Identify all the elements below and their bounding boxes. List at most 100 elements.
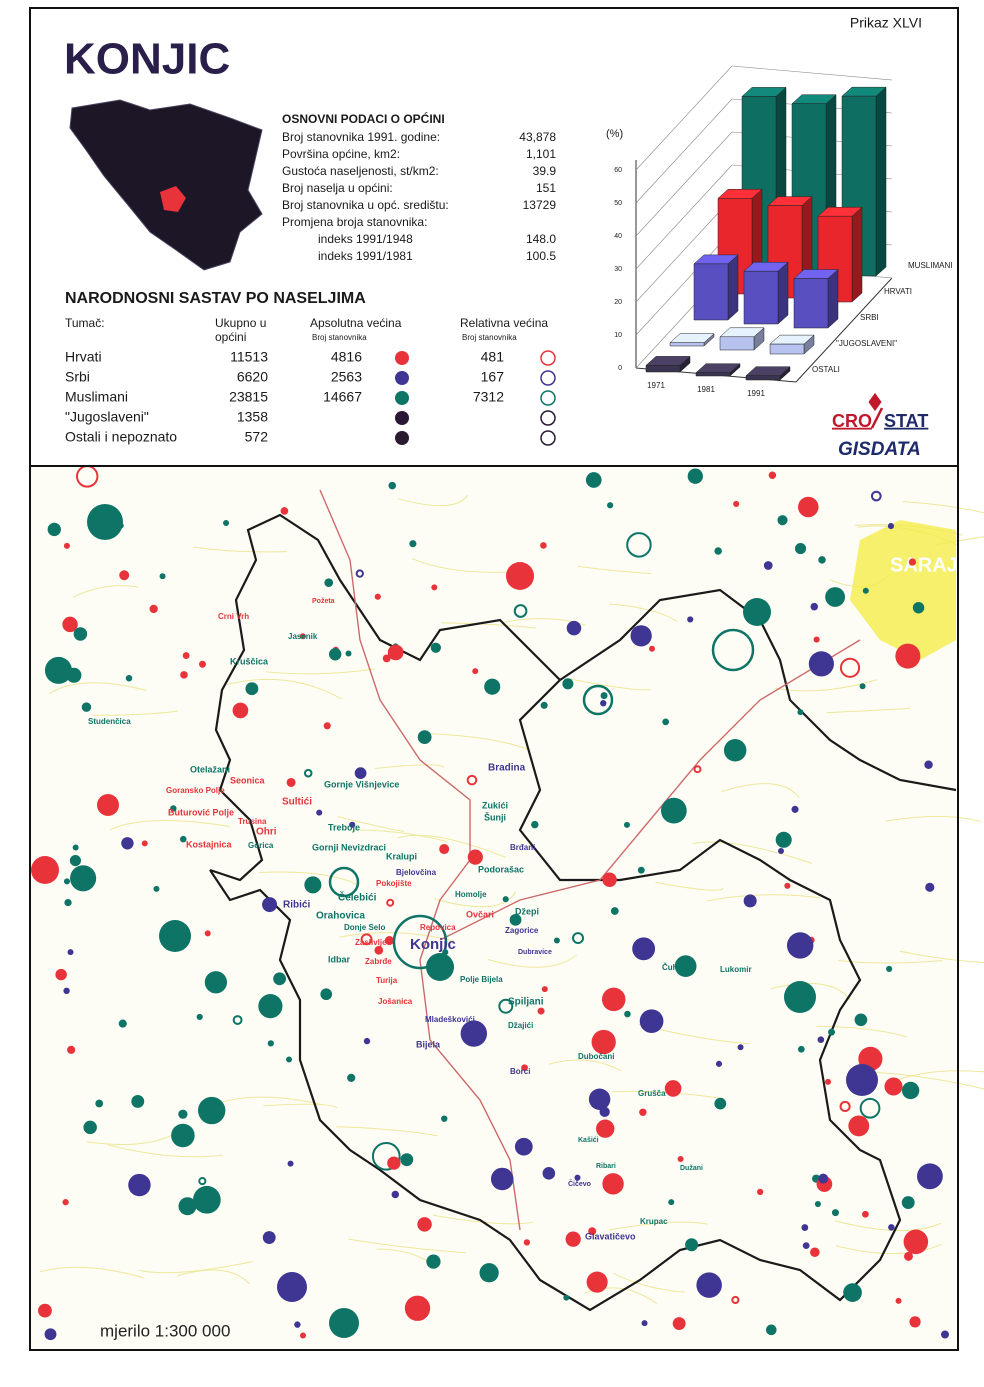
x-tick-label: 1991: [747, 389, 765, 398]
settlement-symbol: [846, 1064, 878, 1096]
settlement-symbol: [409, 540, 417, 548]
group-total: 6620: [237, 369, 268, 385]
group-total: 11513: [230, 349, 268, 365]
settlement-symbol: [204, 930, 211, 937]
settlement-symbol: [901, 1081, 920, 1100]
settlement-symbol: [95, 1099, 104, 1108]
contour-line: [870, 1071, 984, 1090]
settlement-symbol: [600, 692, 608, 700]
settlement-symbol: [562, 678, 574, 690]
column-header: Tumač:: [65, 316, 105, 330]
settlement-symbol: [912, 601, 925, 614]
place-name: Kašići: [578, 1137, 599, 1144]
bar: [669, 333, 715, 347]
bar-face: [727, 254, 739, 321]
contour-line: [222, 1096, 323, 1106]
settlement-symbol: [360, 933, 373, 946]
bar-face: [851, 206, 863, 303]
settlement-symbol: [521, 1064, 528, 1072]
settlement-symbol: [794, 543, 807, 555]
place-name: Homolje: [455, 890, 487, 899]
settlement-symbol: [839, 657, 861, 678]
settlement-symbol: [677, 1155, 684, 1163]
legend-symbol-relative: [540, 350, 556, 366]
settlement-symbol: [62, 1199, 69, 1206]
contour-line: [177, 1269, 251, 1285]
place-name: Konjic: [410, 936, 456, 953]
axis-line: [795, 277, 893, 383]
settlement-symbol: [182, 652, 190, 659]
settlement-symbol: [197, 1096, 226, 1125]
contour-line: [838, 960, 943, 964]
settlement-symbol: [460, 1020, 488, 1047]
place-name: Dubravice: [518, 949, 552, 956]
place-name: Čuhovići: [662, 963, 696, 972]
stat-label: Gustoća naseljenosti, st/km2:: [282, 164, 439, 178]
settlement-symbol: [180, 671, 188, 679]
settlement-symbol: [355, 569, 364, 578]
contour-line: [434, 891, 517, 908]
settlement-symbol: [73, 627, 88, 641]
settlement-symbol: [541, 986, 548, 993]
settlement-symbol: [887, 523, 894, 530]
settlement-symbol: [648, 645, 655, 652]
settlement-symbol: [387, 1156, 401, 1170]
settlement-symbol: [31, 856, 59, 884]
x-tick-label: 1971: [647, 381, 665, 390]
settlement-symbol: [775, 831, 792, 848]
settlement-symbol: [38, 1303, 52, 1318]
place-name: Džepi: [515, 906, 539, 916]
settlement-symbol: [502, 896, 509, 903]
settlement-symbol: [831, 1209, 839, 1217]
bar: [793, 268, 839, 329]
settlement-symbol: [859, 1097, 881, 1119]
settlement-symbol: [895, 643, 921, 669]
settlement-symbol: [262, 897, 278, 913]
contour-line: [899, 950, 984, 963]
place-name: Džajići: [508, 1021, 533, 1030]
group-total: 572: [245, 429, 269, 445]
settlement-symbol: [199, 660, 206, 668]
group-name: Ostali i nepoznato: [65, 429, 177, 445]
column-header: Ukupno u: [215, 316, 266, 330]
y-tick-label: 20: [614, 299, 622, 306]
contour-line: [902, 501, 984, 514]
stat-value: 100.5: [526, 249, 556, 263]
bar: [743, 261, 789, 325]
settlement-symbol: [64, 898, 72, 907]
settlement-symbol: [888, 1224, 895, 1231]
place-name: Požeta: [312, 598, 335, 605]
settlement-symbol: [802, 1242, 810, 1250]
settlement-symbol: [404, 1295, 431, 1321]
settlement-symbol: [778, 847, 785, 854]
settlement-symbol: [817, 1036, 825, 1044]
settlement-symbol: [196, 1013, 203, 1020]
settlement-symbol: [523, 1239, 531, 1246]
settlement-symbol: [602, 872, 617, 888]
settlement-symbol: [67, 949, 74, 956]
settlement-symbol: [513, 604, 528, 618]
group-relative: 481: [481, 349, 505, 365]
contour-line: [706, 894, 821, 902]
x-tick-label: 1981: [697, 385, 715, 394]
settlement-symbol: [565, 1231, 581, 1247]
settlement-symbol: [149, 604, 158, 614]
contour-line: [109, 819, 230, 831]
contour-line: [611, 1090, 725, 1100]
settlement-symbol: [908, 558, 917, 566]
settlement-symbol: [797, 709, 804, 716]
place-name: Podorašac: [478, 864, 524, 874]
place-name: Grušča: [638, 1089, 666, 1098]
contour-line: [39, 1266, 144, 1279]
y-axis-label: (%): [606, 128, 623, 140]
contour-line: [353, 829, 448, 843]
settlement-symbol: [828, 1028, 835, 1036]
settlement-symbol: [818, 1173, 829, 1184]
legend-symbol-relative: [540, 370, 556, 386]
group-name: Muslimani: [65, 389, 128, 405]
contour-line: [584, 1287, 657, 1304]
bar-face: [719, 336, 755, 351]
settlement-symbol: [825, 587, 846, 607]
settlement-symbol: [498, 998, 514, 1014]
